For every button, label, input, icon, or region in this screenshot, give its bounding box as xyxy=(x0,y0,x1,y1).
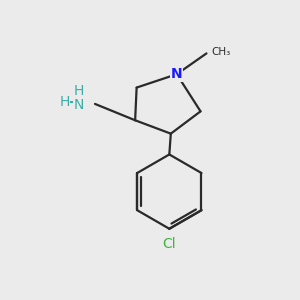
Text: N: N xyxy=(171,67,183,81)
Text: H: H xyxy=(74,84,84,98)
Text: N: N xyxy=(74,98,84,112)
Text: Cl: Cl xyxy=(163,237,176,251)
Text: H: H xyxy=(59,94,70,109)
Text: CH₃: CH₃ xyxy=(212,47,231,57)
